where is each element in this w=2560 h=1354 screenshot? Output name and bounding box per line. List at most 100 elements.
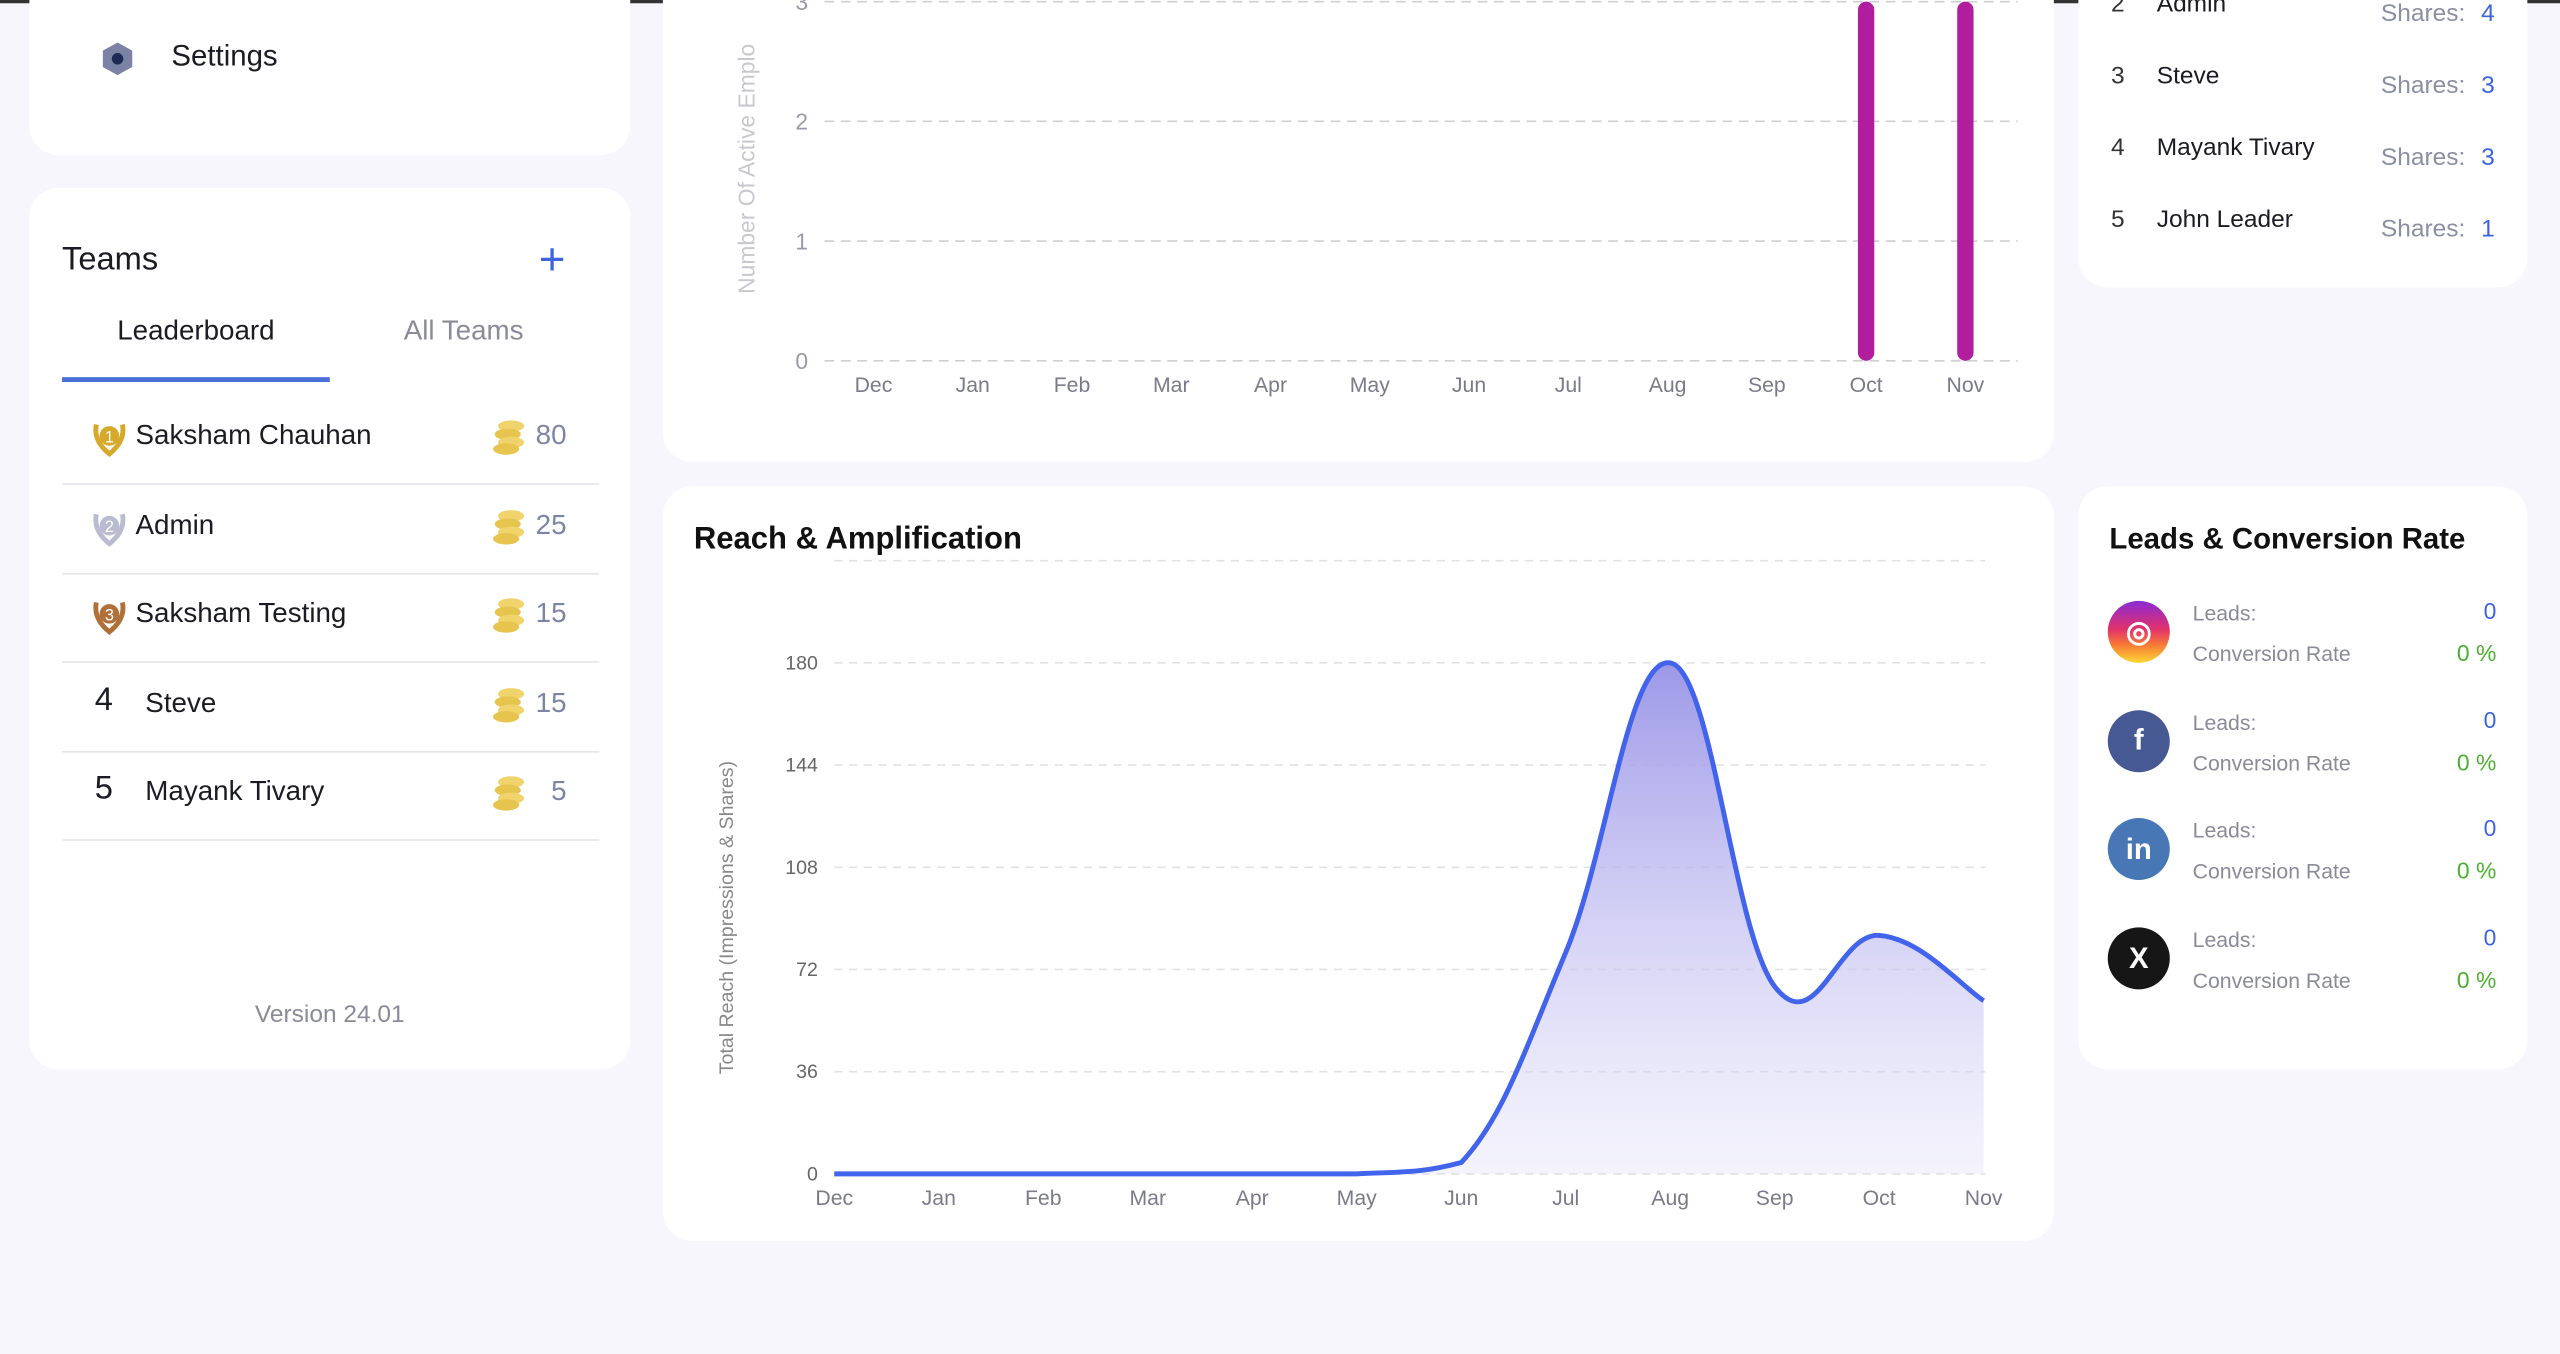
leads-conversion-card: Leads & Conversion Rate ◎ Leads: Conversio… <box>2078 486 2528 1070</box>
y-axis-label: Total Reach (Impressions & Shares) <box>716 761 738 1074</box>
leaderboard-row[interactable]: 1 Saksham Chauhan 80 <box>62 395 600 485</box>
y-tick-label: 2 <box>795 109 808 135</box>
version-label: Version 24.01 <box>254 1000 405 1029</box>
member-name: Saksham Testing <box>135 597 347 629</box>
bar-Oct[interactable] <box>1857 1 1875 361</box>
sharer-rank: 2 <box>2111 0 2125 18</box>
linkedin-icon: in <box>2107 818 2170 881</box>
shares-count: 4 <box>2481 0 2495 28</box>
shares-count: 1 <box>2481 215 2495 244</box>
shares-count: 3 <box>2481 143 2495 172</box>
teams-card: Teams + Leaderboard All Teams 1 Saksham C… <box>29 187 631 1070</box>
member-name: Steve <box>145 686 217 718</box>
member-points: 15 <box>535 597 567 629</box>
coins-icon <box>488 416 527 463</box>
rank-number: 5 <box>94 770 113 807</box>
bronze-medal-icon: 3 <box>91 596 127 635</box>
shares-label: Shares: <box>2380 215 2466 244</box>
x-tick-label: Oct <box>1863 1187 1896 1210</box>
conversion-rate-value: 0 % <box>2456 857 2497 884</box>
leaderboard-row[interactable]: 4 Steve 15 <box>62 662 600 752</box>
settings-label: Settings <box>171 39 278 72</box>
lead-platform-row: in Leads: Conversion Rate 0 0 % <box>2107 815 2497 917</box>
sharer-name: Admin <box>2156 0 2227 18</box>
lead-platform-row: X Leads: Conversion Rate 0 0 % <box>2107 924 2497 1025</box>
x-tick-label: Jan <box>922 1187 956 1210</box>
sharer-row[interactable]: 4 Mayank Tivary Shares: 3 <box>2078 134 2527 199</box>
conversion-rate-label: Conversion Rate <box>2192 641 2351 667</box>
reach-amplification-card: Reach & Amplification 0 36 72 108 144 180 Tota… <box>662 486 2054 1241</box>
shares-count: 3 <box>2481 71 2495 100</box>
y-tick-label: 72 <box>796 959 818 981</box>
tab-all-teams[interactable]: All Teams <box>403 315 524 347</box>
x-icon: X <box>2107 927 2170 990</box>
coins-icon <box>488 683 527 730</box>
x-tick-label: Feb <box>1054 374 1091 397</box>
lead-platform-row: ◎ Leads: Conversion Rate 0 0 % <box>2107 598 2496 699</box>
sharer-name: John Leader <box>2156 205 2293 234</box>
lead-platform-row: f Leads: Conversion Rate 0 0 % <box>2107 706 2497 808</box>
member-name: Mayank Tivary <box>145 775 325 807</box>
x-tick-label: Mar <box>1129 1187 1166 1210</box>
member-name: Saksham Chauhan <box>135 419 372 451</box>
coins-icon <box>488 772 527 819</box>
leads-value: 0 <box>2483 924 2497 951</box>
sharer-row[interactable]: 2 Admin Shares: 4 <box>2078 0 2527 56</box>
svg-text:3: 3 <box>105 606 114 624</box>
settings-card: Settings <box>29 0 631 156</box>
active-employees-chart-card: 0 1 2 3 Number Of Active Emplo Dec Jan Feb Mar Ap… <box>662 0 2054 463</box>
x-tick-label: Nov <box>1947 374 1985 397</box>
member-points: 25 <box>535 508 567 540</box>
y-tick-label: 1 <box>795 228 808 254</box>
coins-icon <box>488 594 527 641</box>
reach-area-chart: 0 36 72 108 144 180 Total Reach (Impressions &… <box>716 559 2003 1210</box>
y-tick-label: 144 <box>785 755 818 777</box>
tab-leaderboard[interactable]: Leaderboard <box>62 315 330 383</box>
member-points: 5 <box>551 775 567 807</box>
leads-label: Leads: <box>2192 927 2257 952</box>
sharer-rank: 5 <box>2111 205 2125 234</box>
bar-Nov[interactable] <box>1957 1 1974 361</box>
member-points: 80 <box>535 419 567 451</box>
leaderboard-row[interactable]: 5 Mayank Tivary 5 <box>62 751 600 841</box>
x-tick-label: Jun <box>1452 374 1486 397</box>
facebook-icon: f <box>2107 709 2170 772</box>
x-tick-label: Nov <box>1965 1187 2003 1210</box>
reach-title: Reach & Amplification <box>693 522 1022 557</box>
x-tick-label: Dec <box>855 374 893 397</box>
conversion-rate-value: 0 % <box>2456 748 2497 775</box>
x-tick-label: May <box>1350 374 1390 397</box>
leads-value: 0 <box>2483 706 2497 733</box>
leaderboard-row[interactable]: 3 Saksham Testing 15 <box>62 573 600 663</box>
x-tick-label: Aug <box>1649 374 1687 397</box>
leads-value: 0 <box>2483 815 2497 842</box>
member-name: Admin <box>135 508 215 540</box>
reach-line <box>834 660 1986 1177</box>
settings-hex-icon <box>102 42 133 76</box>
leaderboard-row[interactable]: 2 Admin 25 <box>62 484 600 574</box>
instagram-icon: ◎ <box>2107 600 2170 663</box>
x-tick-label: Dec <box>815 1187 853 1210</box>
y-axis-label: Number Of Active Emplo <box>733 44 759 294</box>
member-points: 15 <box>535 686 567 718</box>
top-sharers-card: 2 Admin Shares: 4 3 Steve Shares: 3 4 Mayank Tiva… <box>2078 0 2528 288</box>
leads-title: Leads & Conversion Rate <box>2109 522 2466 556</box>
gold-medal-icon: 1 <box>91 418 127 458</box>
sharer-row[interactable]: 3 Steve Shares: 3 <box>2078 62 2527 127</box>
y-tick-label: 108 <box>785 857 818 879</box>
x-tick-label: Feb <box>1025 1187 1062 1210</box>
y-tick-label: 0 <box>795 348 808 374</box>
x-tick-label: Aug <box>1651 1187 1689 1210</box>
leads-label: Leads: <box>2192 818 2257 844</box>
shares-label: Shares: <box>2380 71 2466 100</box>
x-tick-label: Apr <box>1254 374 1287 397</box>
leads-label: Leads: <box>2192 600 2257 626</box>
svg-text:1: 1 <box>105 428 114 446</box>
y-tick-label: 36 <box>796 1061 818 1083</box>
x-tick-label: May <box>1337 1187 1377 1210</box>
sharer-row[interactable]: 5 John Leader Shares: 1 <box>2078 206 2527 271</box>
conversion-rate-label: Conversion Rate <box>2192 968 2351 993</box>
add-team-plus-icon[interactable]: + <box>538 233 566 285</box>
svg-text:2: 2 <box>105 517 114 535</box>
